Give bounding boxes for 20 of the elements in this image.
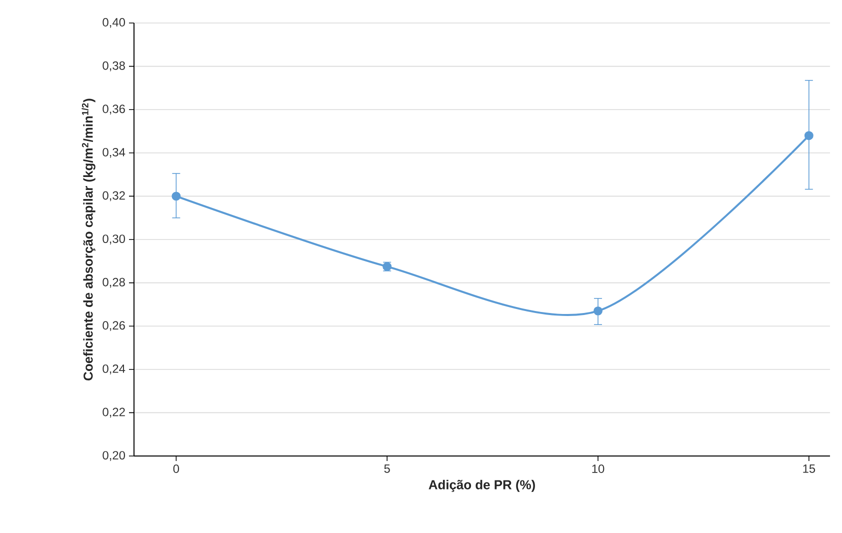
x-tick-label: 10 bbox=[592, 464, 604, 473]
y-tick-label: 0,34 bbox=[102, 148, 126, 158]
y-tick-label: 0,36 bbox=[102, 104, 125, 115]
y-tick-label: 0,32 bbox=[102, 191, 125, 202]
y-tick-label: 0,38 bbox=[102, 61, 125, 72]
point bbox=[594, 306, 602, 316]
x-axis-title: Adição de PR (%) bbox=[428, 480, 535, 492]
x-tick-label: 15 bbox=[803, 464, 816, 473]
y-tick-label: 0,28 bbox=[102, 278, 125, 288]
point bbox=[172, 192, 181, 201]
y-tick-label: 0,40 bbox=[102, 18, 126, 28]
y-tick-label: 0,24 bbox=[102, 364, 126, 374]
y-tick-label: 0,22 bbox=[102, 408, 125, 418]
y-tick-label: 0,30 bbox=[102, 234, 126, 244]
point bbox=[804, 131, 814, 140]
y-tick-label: 0,26 bbox=[102, 321, 125, 332]
x-tick-label: 5 bbox=[384, 464, 390, 473]
y-tick-label: 0,20 bbox=[102, 451, 126, 461]
x-tick-label: 0 bbox=[173, 464, 180, 473]
y-axis-title: Coeficiente de absorção capilar (kg/m$^{2}$/min$^{1/2}$) bbox=[82, 98, 96, 380]
